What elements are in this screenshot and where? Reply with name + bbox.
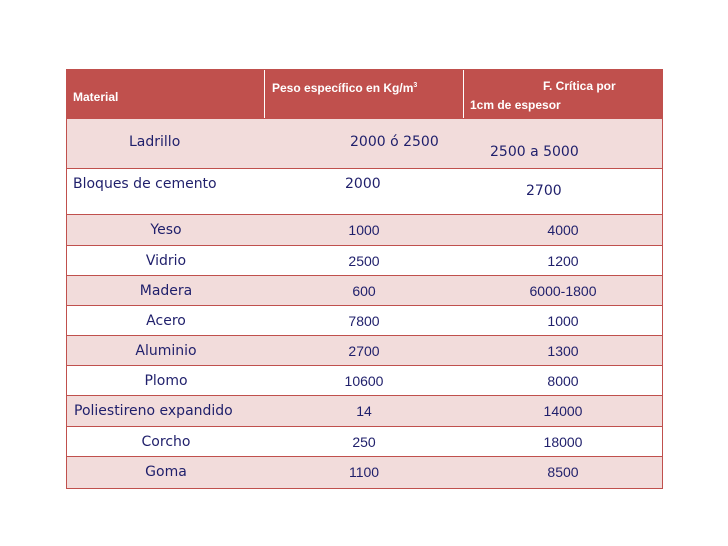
header-critica-line2: 1cm de espesor [470, 98, 561, 112]
table-row: Acero 7800 1000 [67, 305, 662, 335]
cell-material: Poliestireno expandido [74, 403, 233, 419]
cell-peso: 10600 [344, 373, 384, 389]
header-critica-line1: F. Crítica por [543, 79, 616, 93]
cell-peso: 1100 [348, 464, 380, 480]
cell-critica: 1300 [547, 343, 579, 359]
cell-critica: 4000 [547, 222, 579, 238]
cell-material: Madera [139, 283, 193, 299]
cell-material: Ladrillo [129, 134, 181, 150]
table-row: Poliestireno expandido 14 14000 [67, 395, 662, 426]
materials-table: Material Peso específico en Kg/m3 F. Crí… [66, 69, 663, 489]
cell-peso: 2700 [348, 343, 380, 359]
table-row: Yeso 1000 4000 [67, 214, 662, 245]
cell-critica: 18000 [543, 434, 583, 450]
header-material: Material [73, 90, 119, 104]
table-row: Goma 1100 8500 [67, 456, 662, 488]
cell-critica: 1200 [547, 253, 579, 269]
cell-material: Goma [145, 464, 187, 480]
table-row: Ladrillo 2000 ó 2500 2500 a 5000 [67, 118, 662, 168]
header-peso-superscript: 3 [413, 82, 418, 89]
table-row: Corcho 250 18000 [67, 426, 662, 456]
cell-peso: 600 [352, 283, 376, 299]
cell-critica: 8000 [547, 373, 579, 389]
header-divider [463, 70, 464, 118]
cell-peso: 1000 [348, 222, 380, 238]
table-header: Material Peso específico en Kg/m3 F. Crí… [67, 70, 662, 118]
cell-material: Corcho [141, 434, 191, 450]
table-row: Bloques de cemento 2000 2700 [67, 168, 662, 214]
header-divider [264, 70, 265, 118]
cell-peso: 2500 [348, 253, 380, 269]
cell-material: Vidrio [145, 253, 187, 269]
cell-peso: 7800 [348, 313, 380, 329]
cell-material: Yeso [150, 222, 182, 238]
table-row: Aluminio 2700 1300 [67, 335, 662, 365]
cell-material: Aluminio [135, 343, 197, 359]
header-peso-text: Peso específico en Kg/m [272, 81, 414, 95]
cell-critica: 2700 [526, 183, 562, 199]
cell-peso: 250 [352, 434, 376, 450]
header-peso: Peso específico en Kg/m3 [272, 78, 417, 96]
cell-peso: 2000 ó 2500 [350, 134, 439, 150]
cell-critica: 6000-1800 [529, 283, 597, 299]
table-row: Madera 600 6000-1800 [67, 275, 662, 305]
cell-critica: 1000 [547, 313, 579, 329]
cell-critica: 14000 [543, 403, 583, 419]
cell-material: Acero [146, 313, 186, 329]
table-row: Plomo 10600 8000 [67, 365, 662, 395]
cell-critica: 2500 a 5000 [490, 144, 579, 160]
cell-peso: 14 [356, 403, 372, 419]
cell-critica: 8500 [547, 464, 579, 480]
table-row: Vidrio 2500 1200 [67, 245, 662, 275]
cell-material: Plomo [144, 373, 188, 389]
cell-peso: 2000 [345, 176, 381, 192]
cell-material: Bloques de cemento [73, 176, 217, 192]
